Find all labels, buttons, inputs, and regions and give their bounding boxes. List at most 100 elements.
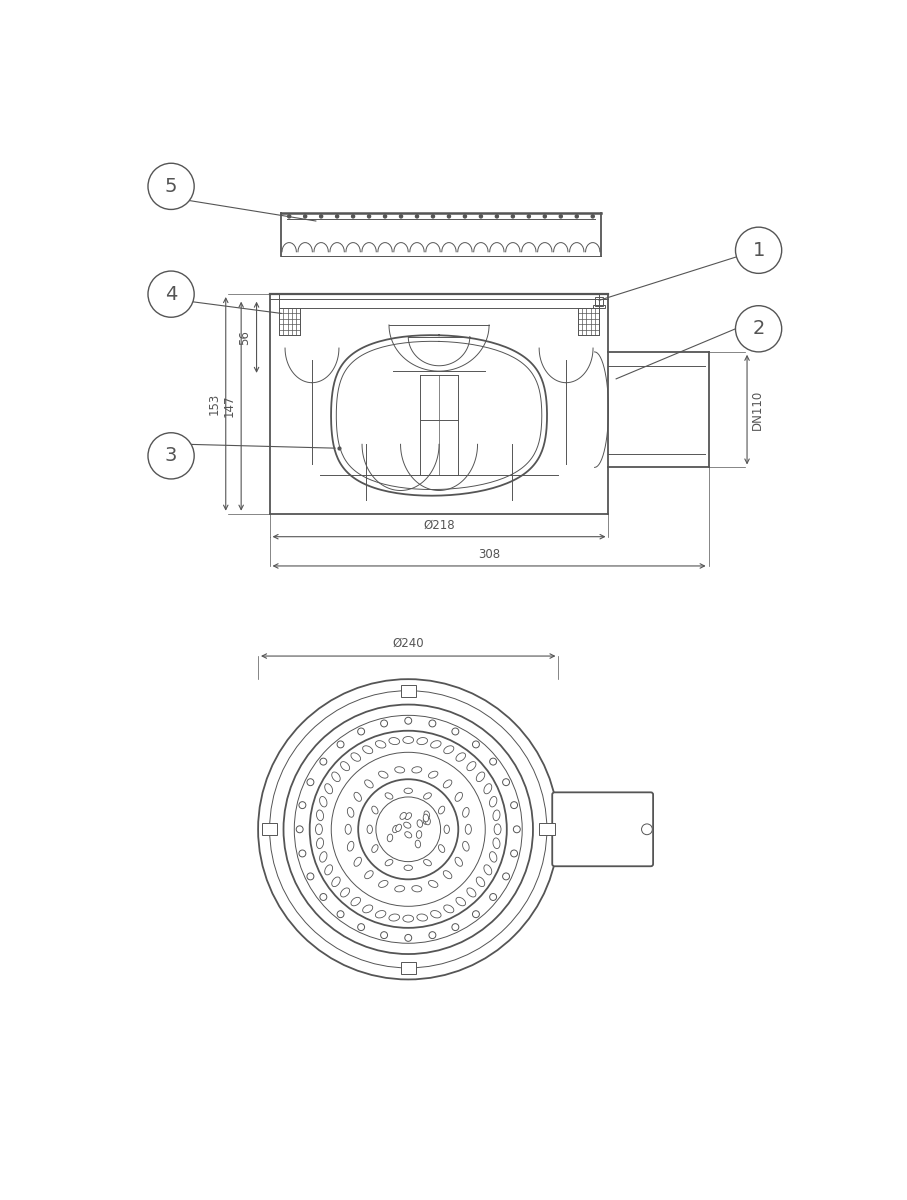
Text: 2: 2 — [753, 319, 765, 338]
Bar — [595, 298, 603, 306]
Ellipse shape — [415, 840, 421, 848]
Ellipse shape — [416, 830, 422, 839]
Ellipse shape — [340, 762, 349, 770]
Circle shape — [381, 720, 387, 727]
Circle shape — [320, 894, 327, 900]
Circle shape — [367, 215, 371, 218]
Ellipse shape — [417, 914, 427, 922]
Circle shape — [591, 215, 594, 218]
Circle shape — [337, 911, 344, 918]
Ellipse shape — [424, 859, 432, 865]
Circle shape — [511, 850, 518, 857]
Circle shape — [307, 872, 314, 880]
Ellipse shape — [317, 810, 324, 821]
Ellipse shape — [317, 838, 324, 848]
Ellipse shape — [351, 898, 361, 906]
Circle shape — [512, 215, 514, 218]
Ellipse shape — [455, 857, 463, 866]
Circle shape — [336, 215, 338, 218]
Ellipse shape — [424, 811, 430, 818]
Ellipse shape — [347, 808, 354, 817]
Text: Ø240: Ø240 — [393, 637, 424, 650]
Ellipse shape — [476, 877, 484, 887]
Circle shape — [384, 215, 386, 218]
Ellipse shape — [400, 812, 406, 820]
Ellipse shape — [431, 740, 441, 748]
Circle shape — [352, 215, 355, 218]
Ellipse shape — [444, 905, 454, 913]
Circle shape — [319, 215, 323, 218]
Circle shape — [513, 826, 521, 833]
Ellipse shape — [476, 772, 484, 781]
Ellipse shape — [404, 822, 411, 828]
Circle shape — [399, 215, 403, 218]
Ellipse shape — [412, 886, 422, 892]
Ellipse shape — [345, 824, 351, 834]
Circle shape — [560, 215, 562, 218]
Ellipse shape — [417, 738, 427, 745]
Circle shape — [463, 215, 466, 218]
Circle shape — [480, 215, 483, 218]
Circle shape — [447, 215, 451, 218]
Bar — [262, 823, 278, 835]
Bar — [401, 961, 416, 974]
Circle shape — [148, 433, 194, 479]
Ellipse shape — [428, 772, 438, 778]
Circle shape — [473, 911, 480, 918]
Text: 56: 56 — [239, 330, 251, 344]
Circle shape — [543, 215, 546, 218]
Bar — [401, 684, 416, 697]
Ellipse shape — [365, 780, 373, 788]
Circle shape — [429, 931, 436, 938]
Ellipse shape — [465, 824, 472, 834]
Ellipse shape — [431, 911, 441, 918]
Ellipse shape — [389, 738, 400, 745]
Ellipse shape — [404, 788, 413, 793]
Ellipse shape — [444, 871, 452, 878]
Circle shape — [473, 740, 480, 748]
Ellipse shape — [375, 740, 385, 748]
Ellipse shape — [365, 871, 373, 878]
Text: 147: 147 — [223, 395, 236, 418]
Ellipse shape — [403, 916, 414, 922]
Ellipse shape — [428, 881, 438, 888]
Ellipse shape — [463, 841, 469, 851]
Ellipse shape — [444, 745, 454, 754]
Circle shape — [288, 215, 291, 218]
Ellipse shape — [417, 820, 423, 827]
Ellipse shape — [325, 784, 333, 794]
Ellipse shape — [385, 859, 393, 865]
Ellipse shape — [319, 797, 327, 806]
Ellipse shape — [393, 826, 398, 833]
Ellipse shape — [372, 806, 378, 814]
Circle shape — [502, 779, 510, 786]
Ellipse shape — [405, 812, 412, 820]
Text: DN110: DN110 — [751, 390, 764, 430]
Ellipse shape — [424, 814, 429, 822]
Ellipse shape — [444, 780, 452, 788]
Text: 3: 3 — [165, 446, 177, 466]
Circle shape — [575, 215, 579, 218]
Ellipse shape — [372, 845, 378, 852]
Ellipse shape — [332, 877, 340, 887]
Circle shape — [320, 758, 327, 766]
Ellipse shape — [424, 817, 429, 824]
Ellipse shape — [325, 865, 333, 875]
Ellipse shape — [424, 793, 432, 799]
Circle shape — [736, 227, 782, 274]
Ellipse shape — [405, 832, 412, 838]
Ellipse shape — [378, 772, 388, 778]
Bar — [539, 823, 554, 835]
Ellipse shape — [395, 824, 402, 832]
Ellipse shape — [354, 857, 362, 866]
Circle shape — [641, 824, 652, 835]
Ellipse shape — [484, 784, 492, 794]
Circle shape — [502, 872, 510, 880]
Ellipse shape — [332, 772, 340, 781]
Text: Ø218: Ø218 — [424, 518, 454, 532]
Circle shape — [452, 728, 459, 734]
Circle shape — [148, 163, 194, 210]
Circle shape — [405, 718, 412, 724]
Ellipse shape — [404, 865, 413, 870]
Ellipse shape — [347, 841, 354, 851]
